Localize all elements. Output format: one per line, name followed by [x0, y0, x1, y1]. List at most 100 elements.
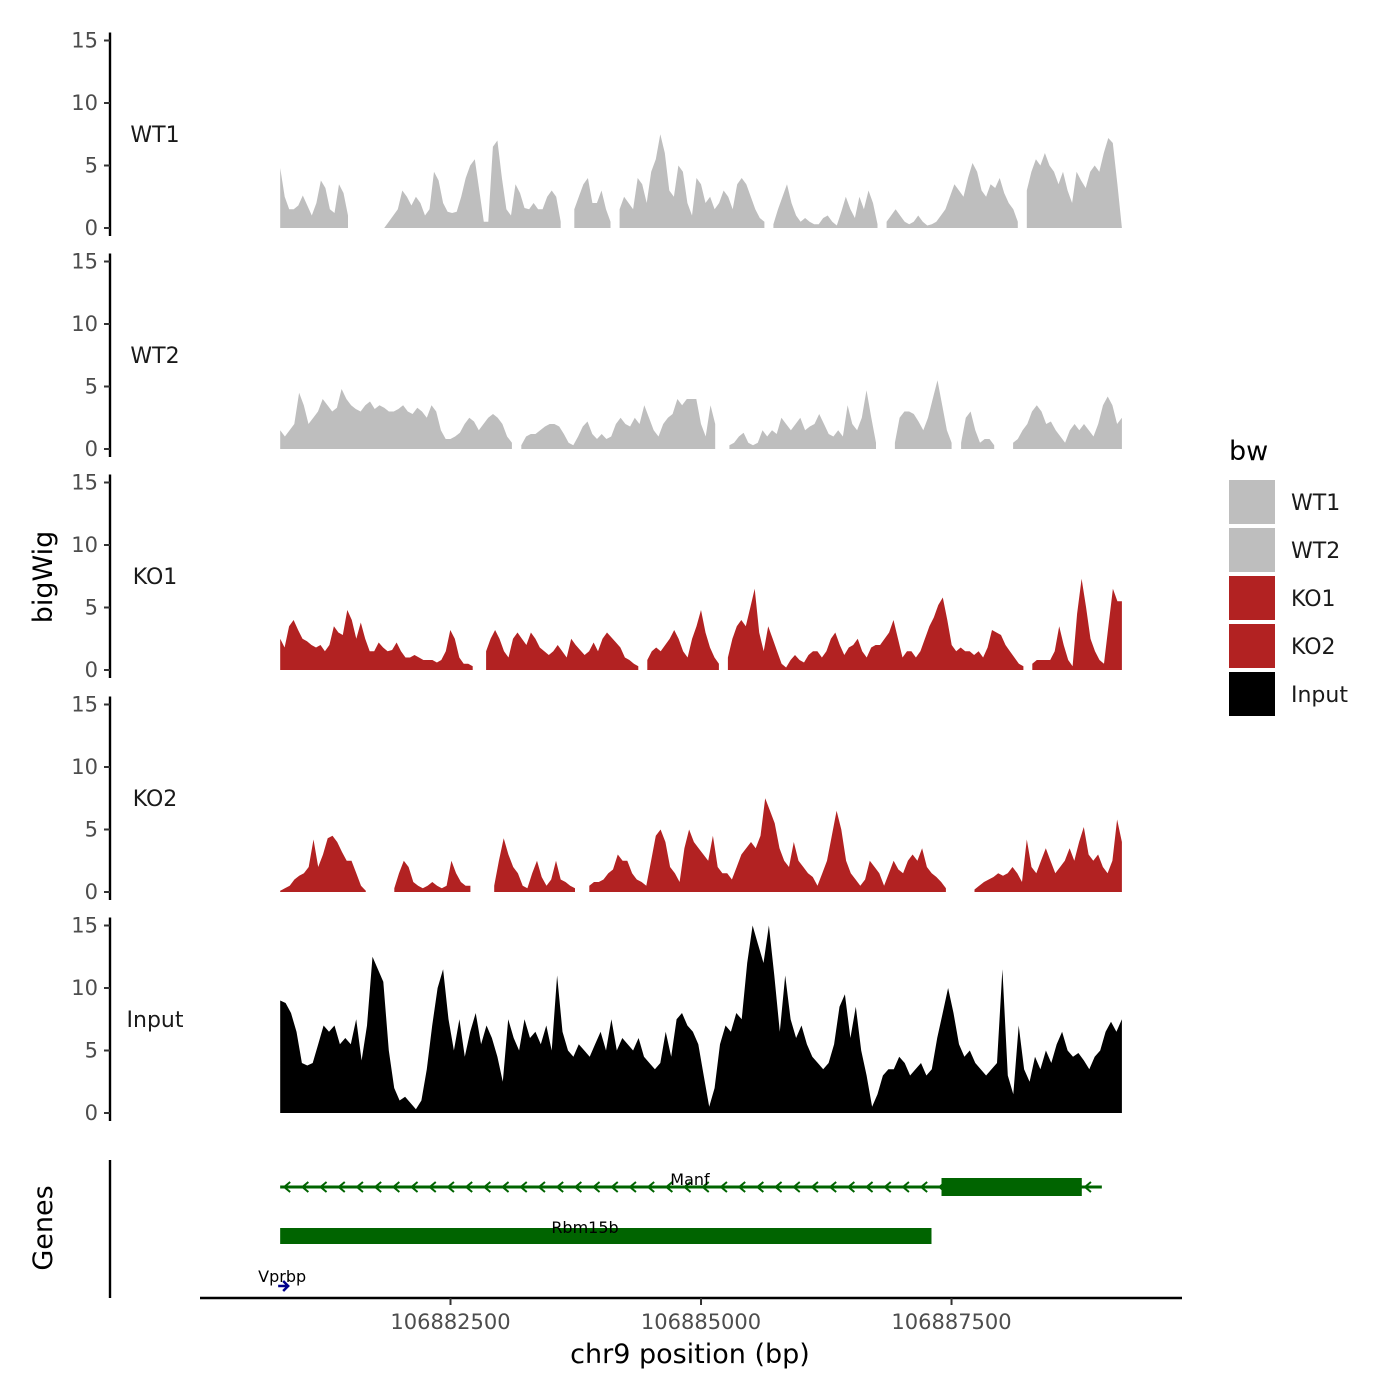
track-label: WT1	[130, 123, 179, 148]
y-tick-label: 5	[85, 818, 98, 842]
y-tick-label: 10	[71, 755, 98, 779]
legend-swatch-input	[1229, 672, 1275, 716]
strand-arrow	[592, 1181, 601, 1193]
strand-arrow	[865, 1181, 874, 1193]
strand-arrow	[482, 1181, 492, 1193]
x-axis: 106882500 106885000 106887500	[200, 1296, 1182, 1334]
y-tick-label: 0	[85, 880, 98, 904]
y-tick-label: 0	[85, 216, 98, 240]
track-wt2: 0 5 10 15 WT2	[71, 250, 1122, 461]
track-label: WT2	[130, 344, 179, 369]
strand-arrow	[519, 1181, 528, 1193]
y-tick-label: 10	[71, 312, 98, 336]
y-tick-label: 15	[71, 693, 98, 717]
legend-label-ko1: KO1	[1291, 587, 1336, 612]
strand-arrow	[355, 1181, 364, 1193]
x-axis-title: chr9 position (bp)	[570, 1339, 810, 1370]
strand-arrow	[828, 1181, 837, 1193]
legend-swatch-wt2	[1229, 528, 1275, 572]
strand-arrow	[701, 1181, 710, 1193]
gene-rbm15b: Rbm15b	[280, 1218, 932, 1244]
strand-arrow	[774, 1181, 783, 1193]
y-tick-label: 10	[71, 976, 98, 1000]
x-tick-label: 106887500	[891, 1310, 1011, 1334]
strand-arrow	[610, 1181, 619, 1193]
legend-label-wt1: WT1	[1291, 491, 1340, 516]
gene-exon	[941, 1178, 1082, 1196]
signal-area-ko2	[280, 798, 1122, 892]
gene-label: Manf	[670, 1170, 710, 1189]
y-tick-label: 0	[85, 1101, 98, 1125]
x-tick-label: 106885000	[641, 1310, 761, 1334]
strand-arrow	[883, 1181, 892, 1193]
strand-arrow	[319, 1181, 328, 1193]
strand-arrow	[501, 1181, 510, 1193]
signal-area-wt2	[280, 380, 1122, 449]
strand-arrow	[719, 1181, 728, 1193]
track-label: KO2	[133, 787, 178, 812]
strand-arrow	[646, 1181, 655, 1193]
track-label: KO1	[133, 565, 178, 590]
strand-arrow	[337, 1181, 346, 1193]
strand-arrow	[373, 1181, 382, 1193]
y-tick-label: 15	[71, 29, 98, 53]
strand-arrow	[737, 1181, 746, 1193]
gene-vprbp: Vprbp	[258, 1267, 306, 1292]
bigwig-tracks: 0 5 10 15 WT1 0 5 10 15 WT2 0 5 10 15 KO1 0 5 10 15 KO2 0 5 10…	[71, 29, 1122, 1125]
strand-arrow	[846, 1181, 856, 1193]
y-tick-label: 15	[71, 471, 98, 495]
genes-axis-title: Genes	[28, 1185, 59, 1270]
strand-arrow	[282, 1181, 291, 1193]
gene-label: Rbm15b	[551, 1218, 618, 1237]
strand-arrow	[446, 1181, 455, 1193]
gene-track: Manf Rbm15b Vprbp	[108, 1160, 1102, 1298]
strand-arrow	[810, 1181, 819, 1193]
track-ko1: 0 5 10 15 KO1	[71, 471, 1122, 682]
strand-arrow	[683, 1181, 692, 1193]
track-label: Input	[127, 1008, 184, 1033]
y-tick-label: 5	[85, 596, 98, 620]
signal-area-input	[280, 925, 1122, 1113]
strand-arrow	[664, 1181, 674, 1193]
y-tick-label: 5	[85, 375, 98, 399]
strand-arrow	[792, 1181, 801, 1193]
track-ko2: 0 5 10 15 KO2	[71, 693, 1122, 904]
y-tick-label: 10	[71, 533, 98, 557]
y-tick-label: 15	[71, 250, 98, 274]
signal-area-wt1	[280, 134, 1122, 228]
strand-arrow	[410, 1181, 419, 1193]
legend-label-input: Input	[1291, 683, 1348, 708]
gene-manf: Manf	[280, 1170, 1102, 1196]
y-tick-label: 15	[71, 914, 98, 938]
strand-arrow	[428, 1181, 437, 1193]
track-input: 0 5 10 15 Input	[71, 914, 1122, 1125]
gene-label: Vprbp	[258, 1267, 306, 1286]
y-tick-label: 0	[85, 658, 98, 682]
legend-label-wt2: WT2	[1291, 539, 1340, 564]
y-tick-label: 5	[85, 154, 98, 178]
signal-area-ko1	[280, 578, 1122, 670]
y-axis-title: bigWig	[28, 531, 59, 624]
strand-arrow	[628, 1181, 637, 1193]
strand-arrow	[573, 1181, 583, 1193]
y-tick-label: 0	[85, 437, 98, 461]
strand-arrow	[1083, 1181, 1092, 1193]
y-tick-label: 10	[71, 91, 98, 115]
legend-swatch-wt1	[1229, 480, 1275, 524]
strand-arrow	[919, 1181, 928, 1193]
strand-arrow	[300, 1181, 310, 1193]
gene-exon	[280, 1228, 932, 1244]
strand-arrow	[555, 1181, 564, 1193]
legend-swatch-ko2	[1229, 624, 1275, 668]
strand-arrow	[537, 1181, 546, 1193]
track-wt1: 0 5 10 15 WT1	[71, 29, 1122, 240]
legend-swatch-ko1	[1229, 576, 1275, 620]
strand-arrow	[901, 1181, 910, 1193]
x-tick-label: 106882500	[390, 1310, 510, 1334]
strand-arrow	[755, 1181, 765, 1193]
legend-title: bw	[1229, 436, 1268, 467]
strand-arrow	[391, 1181, 401, 1193]
legend-label-ko2: KO2	[1291, 635, 1336, 660]
strand-arrow	[464, 1181, 473, 1193]
